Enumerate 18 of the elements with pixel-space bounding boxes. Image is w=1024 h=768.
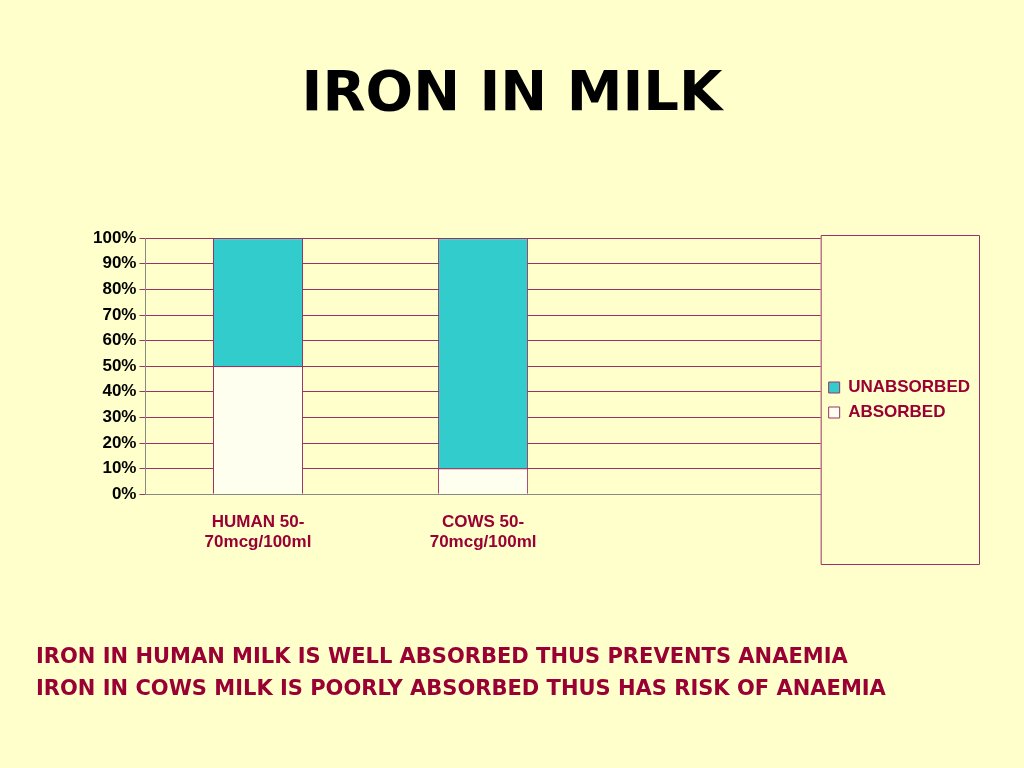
- text: IRON IN HUMAN MILK IS WELL ABSORBED THUS PREVENTS ANAEMIA: [36, 643, 849, 670]
- x-tick-label: HUMAN 50-70mcg/100ml: [204, 512, 312, 552]
- x-tick-label: COWS 50-70mcg/100ml: [429, 512, 537, 552]
- y-tick-label: 40%: [102, 381, 137, 401]
- legend-label: ABSORBED: [848, 402, 946, 422]
- text: IRON IN COWS MILK IS POORLY ABSORBED THUS HAS RISK OF ANAEMIA: [36, 675, 886, 702]
- y-tick-label: 80%: [102, 279, 137, 299]
- y-tick-label: 50%: [102, 355, 137, 375]
- y-tick-label: 90%: [102, 253, 137, 273]
- y-tick-label: 70%: [102, 304, 137, 324]
- y-tick-label: 0%: [111, 483, 137, 503]
- y-tick-label: 30%: [102, 407, 137, 427]
- y-tick-label: 100%: [93, 227, 137, 247]
- y-tick-label: 10%: [102, 458, 137, 478]
- y-tick-label: 20%: [102, 432, 137, 452]
- y-tick-label: 60%: [102, 330, 137, 350]
- chart-title: IRON IN MILK: [300, 58, 725, 123]
- legend-label: UNABSORBED: [848, 377, 970, 397]
